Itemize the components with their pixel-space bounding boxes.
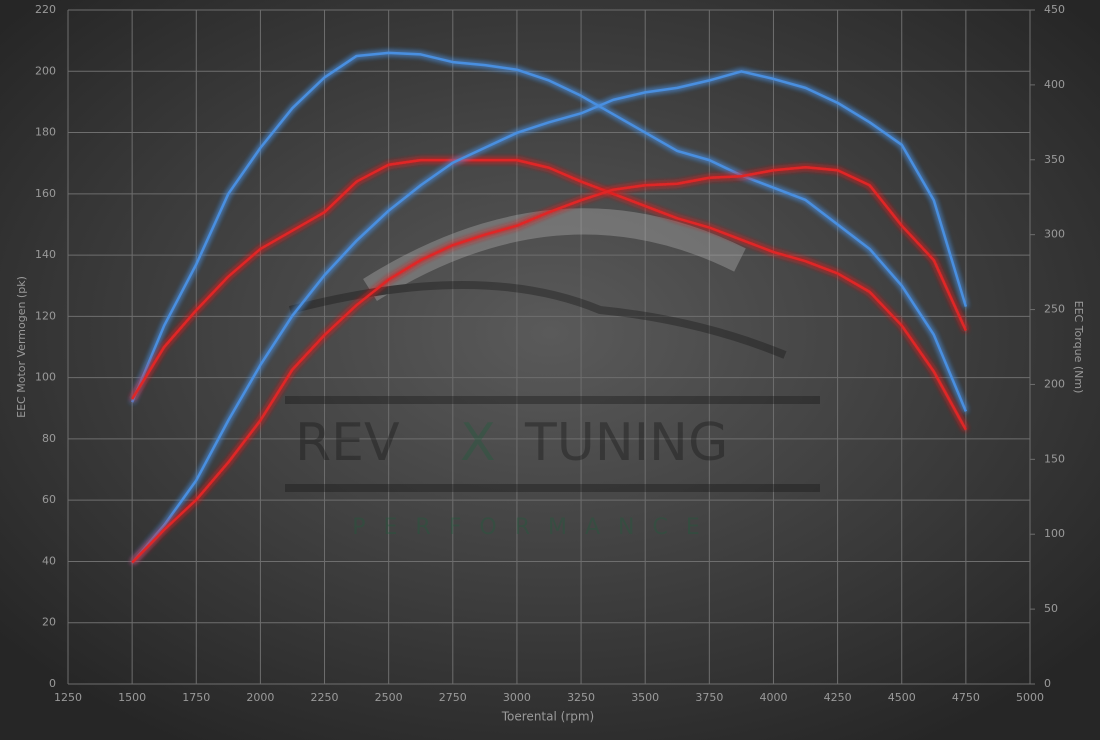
x-tick-label: 4500: [888, 691, 916, 704]
watermark-text: REV: [295, 413, 400, 473]
series-line: [130, 51, 968, 412]
logo-arc: [363, 208, 746, 301]
y2-axis-label: EEC Torque (Nm): [1072, 301, 1085, 394]
logo-car: [288, 281, 787, 359]
x-tick-label: 1500: [118, 691, 146, 704]
y2-tick-label: 450: [1044, 3, 1065, 16]
y-tick-label: 160: [35, 187, 56, 200]
y-tick-label: 60: [42, 493, 56, 506]
y-tick-label: 180: [35, 126, 56, 139]
x-tick-label: 3250: [567, 691, 595, 704]
x-tick-label: 4000: [759, 691, 787, 704]
x-tick-label: 3000: [503, 691, 531, 704]
x-tick-label: 1250: [54, 691, 82, 704]
y2-tick-label: 400: [1044, 78, 1065, 91]
y-tick-label: 0: [49, 677, 56, 690]
watermark-logo: REV X TUNING PERFORMANCE: [285, 208, 820, 540]
y2-tick-label: 250: [1044, 303, 1065, 316]
x-tick-label: 2750: [439, 691, 467, 704]
y-tick-label: 100: [35, 371, 56, 384]
y-tick-label: 140: [35, 248, 56, 261]
y2-tick-label: 150: [1044, 452, 1065, 465]
y-axis-label: EEC Motor Vermogen (pk): [15, 276, 28, 418]
y2-tick-label: 200: [1044, 377, 1065, 390]
y2-tick-label: 50: [1044, 602, 1058, 615]
x-axis-label: Toerental (rpm): [501, 710, 594, 724]
y-tick-label: 20: [42, 616, 56, 629]
x-tick-label: 2500: [375, 691, 403, 704]
y-tick-label: 200: [35, 64, 56, 77]
x-tick-label: 1750: [182, 691, 210, 704]
x-tick-label: 5000: [1016, 691, 1044, 704]
x-tick-label: 3750: [695, 691, 723, 704]
y-tick-label: 40: [42, 554, 56, 567]
y2-tick-label: 350: [1044, 153, 1065, 166]
y-tick-label: 220: [35, 3, 56, 16]
logo-bar: [285, 396, 820, 404]
y2-tick-label: 300: [1044, 228, 1065, 241]
watermark-text: PERFORMANCE: [352, 515, 717, 540]
x-tick-label: 2250: [311, 691, 339, 704]
watermark-text: X: [460, 413, 496, 473]
y-tick-label: 120: [35, 309, 56, 322]
x-tick-label: 4250: [824, 691, 852, 704]
x-tick-label: 3500: [631, 691, 659, 704]
y2-tick-label: 100: [1044, 527, 1065, 540]
x-tick-label: 4750: [952, 691, 980, 704]
logo-bar: [285, 484, 820, 492]
watermark-text: TUNING: [524, 413, 728, 473]
y-tick-label: 80: [42, 432, 56, 445]
series-line: [131, 158, 967, 431]
y2-tick-label: 0: [1044, 677, 1051, 690]
x-tick-label: 2000: [246, 691, 274, 704]
series-line: [131, 70, 968, 564]
series-line: [131, 166, 968, 564]
